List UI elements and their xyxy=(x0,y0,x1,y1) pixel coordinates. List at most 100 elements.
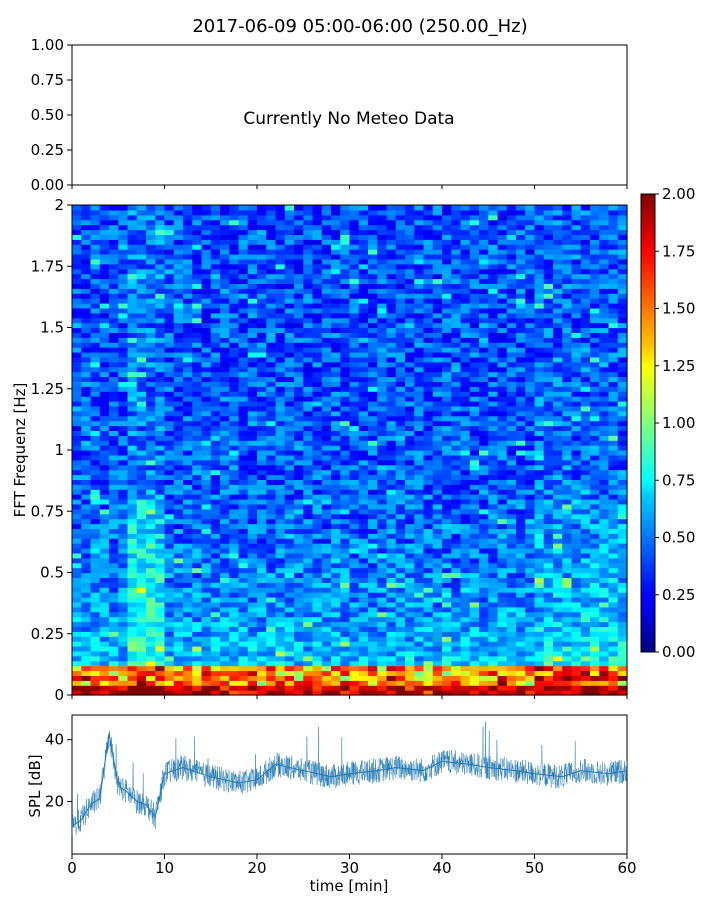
spectrogram-cell xyxy=(506,214,517,221)
spectrogram-cell xyxy=(358,577,369,583)
spectrogram-cell xyxy=(164,464,175,471)
spectrogram-cell xyxy=(247,597,258,603)
spectrogram-cell xyxy=(81,288,92,294)
spectrogram-cell xyxy=(183,298,193,304)
spectrogram-cell xyxy=(432,518,443,525)
spectrogram-cell xyxy=(460,445,471,451)
spectrogram-cell xyxy=(266,528,277,534)
spectrogram-cell xyxy=(266,219,277,226)
spectrogram-cell xyxy=(432,538,443,544)
spectrogram-cell xyxy=(442,450,452,456)
spectrogram-cell xyxy=(247,322,258,329)
spectrogram-cell xyxy=(479,690,489,696)
spectrogram-cell xyxy=(303,322,314,329)
spectrogram-cell xyxy=(506,582,517,588)
spectrogram-cell xyxy=(146,690,156,696)
spectrogram-cell xyxy=(414,636,425,642)
spectrogram-cell xyxy=(414,214,425,221)
spectrogram-cell xyxy=(516,572,526,578)
spectrogram-cell xyxy=(275,508,286,515)
spectrogram-cell xyxy=(220,415,230,422)
spectrogram-cell xyxy=(312,469,323,476)
spectrogram-cell xyxy=(201,273,212,280)
spectrogram-cell xyxy=(109,239,119,245)
spectrogram-cell xyxy=(460,405,471,412)
spectrogram-cell xyxy=(294,327,304,333)
spectrogram-cell xyxy=(81,209,92,216)
spectrogram-cell xyxy=(488,219,499,226)
spectrogram-cell xyxy=(275,366,286,373)
spectrogram-cell xyxy=(525,435,536,441)
spectrogram-cell xyxy=(303,690,314,696)
spectrogram-cell xyxy=(99,464,110,471)
spectrogram-cell xyxy=(331,503,341,510)
spectrogram-cell xyxy=(432,273,443,280)
spectrogram-cell xyxy=(432,508,443,515)
spectrogram-cell xyxy=(238,513,249,520)
spectrogram-cell xyxy=(349,680,360,686)
spectrogram-cell xyxy=(479,278,489,284)
spectrogram-cell xyxy=(377,366,388,373)
spectrogram-cell xyxy=(238,499,249,505)
spectrogram-cell xyxy=(349,597,360,603)
spectrogram-cell xyxy=(349,288,360,294)
spectrogram-cell xyxy=(349,626,360,632)
spectrogram-cell xyxy=(321,410,332,417)
spectrogram-cell xyxy=(358,650,369,657)
spectrogram-cell xyxy=(469,224,480,231)
spectrogram-cell xyxy=(469,538,480,544)
spectrogram-cell xyxy=(469,278,480,284)
spectrogram-cell xyxy=(479,307,489,314)
spectrogram-cell xyxy=(192,454,203,461)
spectrogram-cell xyxy=(192,405,203,412)
spectrogram-cell xyxy=(469,430,480,436)
spectrogram-cell xyxy=(284,234,295,240)
spectrogram-cell xyxy=(340,494,351,500)
spectrogram-cell xyxy=(229,660,240,667)
spectrogram-cell xyxy=(257,543,267,549)
spectrogram-cell xyxy=(525,489,536,495)
spectrogram-cell xyxy=(442,601,452,608)
spectrogram-cell xyxy=(201,332,212,338)
spectrogram-cell xyxy=(90,494,101,500)
spectrogram-cell xyxy=(118,347,129,353)
spectrogram-cell xyxy=(72,597,82,603)
spectrogram-cell xyxy=(321,572,332,578)
spectrogram-cell xyxy=(294,425,304,431)
spectrogram-cell xyxy=(497,288,508,294)
spectrogram-cell xyxy=(358,508,369,515)
spectrogram-cell xyxy=(220,655,230,662)
spectrogram-cell xyxy=(525,518,536,525)
spectrogram-cell xyxy=(210,361,221,368)
spectrogram-cell xyxy=(164,322,175,329)
spectrogram-cell xyxy=(497,209,508,216)
spectrogram-cell xyxy=(506,263,517,270)
spectrogram-cell xyxy=(90,239,101,245)
spectrogram-cell xyxy=(349,249,360,255)
spectrogram-cell xyxy=(155,440,166,446)
spectrogram-cell xyxy=(284,489,295,495)
spectrogram-cell xyxy=(257,464,267,471)
spectrogram-cell xyxy=(497,327,508,333)
spectrogram-cell xyxy=(238,454,249,461)
spectrogram-cell xyxy=(127,268,138,275)
spectrogram-cell xyxy=(266,592,277,598)
spectrogram-cell xyxy=(266,278,277,284)
spectrogram-cell xyxy=(109,680,119,686)
spectrogram-cell xyxy=(136,567,147,574)
spectrogram-cell xyxy=(321,415,332,422)
spectrogram-cell xyxy=(192,239,203,245)
spectrogram-cell xyxy=(377,494,388,500)
spectrogram-cell xyxy=(506,268,517,275)
spectrogram-cell xyxy=(442,425,452,431)
spectrogram-cell xyxy=(284,376,295,382)
spectrogram-cell xyxy=(414,499,425,505)
spectrogram-cell xyxy=(136,381,147,387)
spectrogram-cell xyxy=(395,660,406,667)
spectrogram-cell xyxy=(127,469,138,476)
spectrogram-cell xyxy=(220,386,230,392)
spectrogram-cell xyxy=(414,513,425,520)
spectrogram-cell xyxy=(173,239,184,245)
spectrogram-cell xyxy=(423,518,434,525)
spectrogram-cell xyxy=(321,636,332,642)
